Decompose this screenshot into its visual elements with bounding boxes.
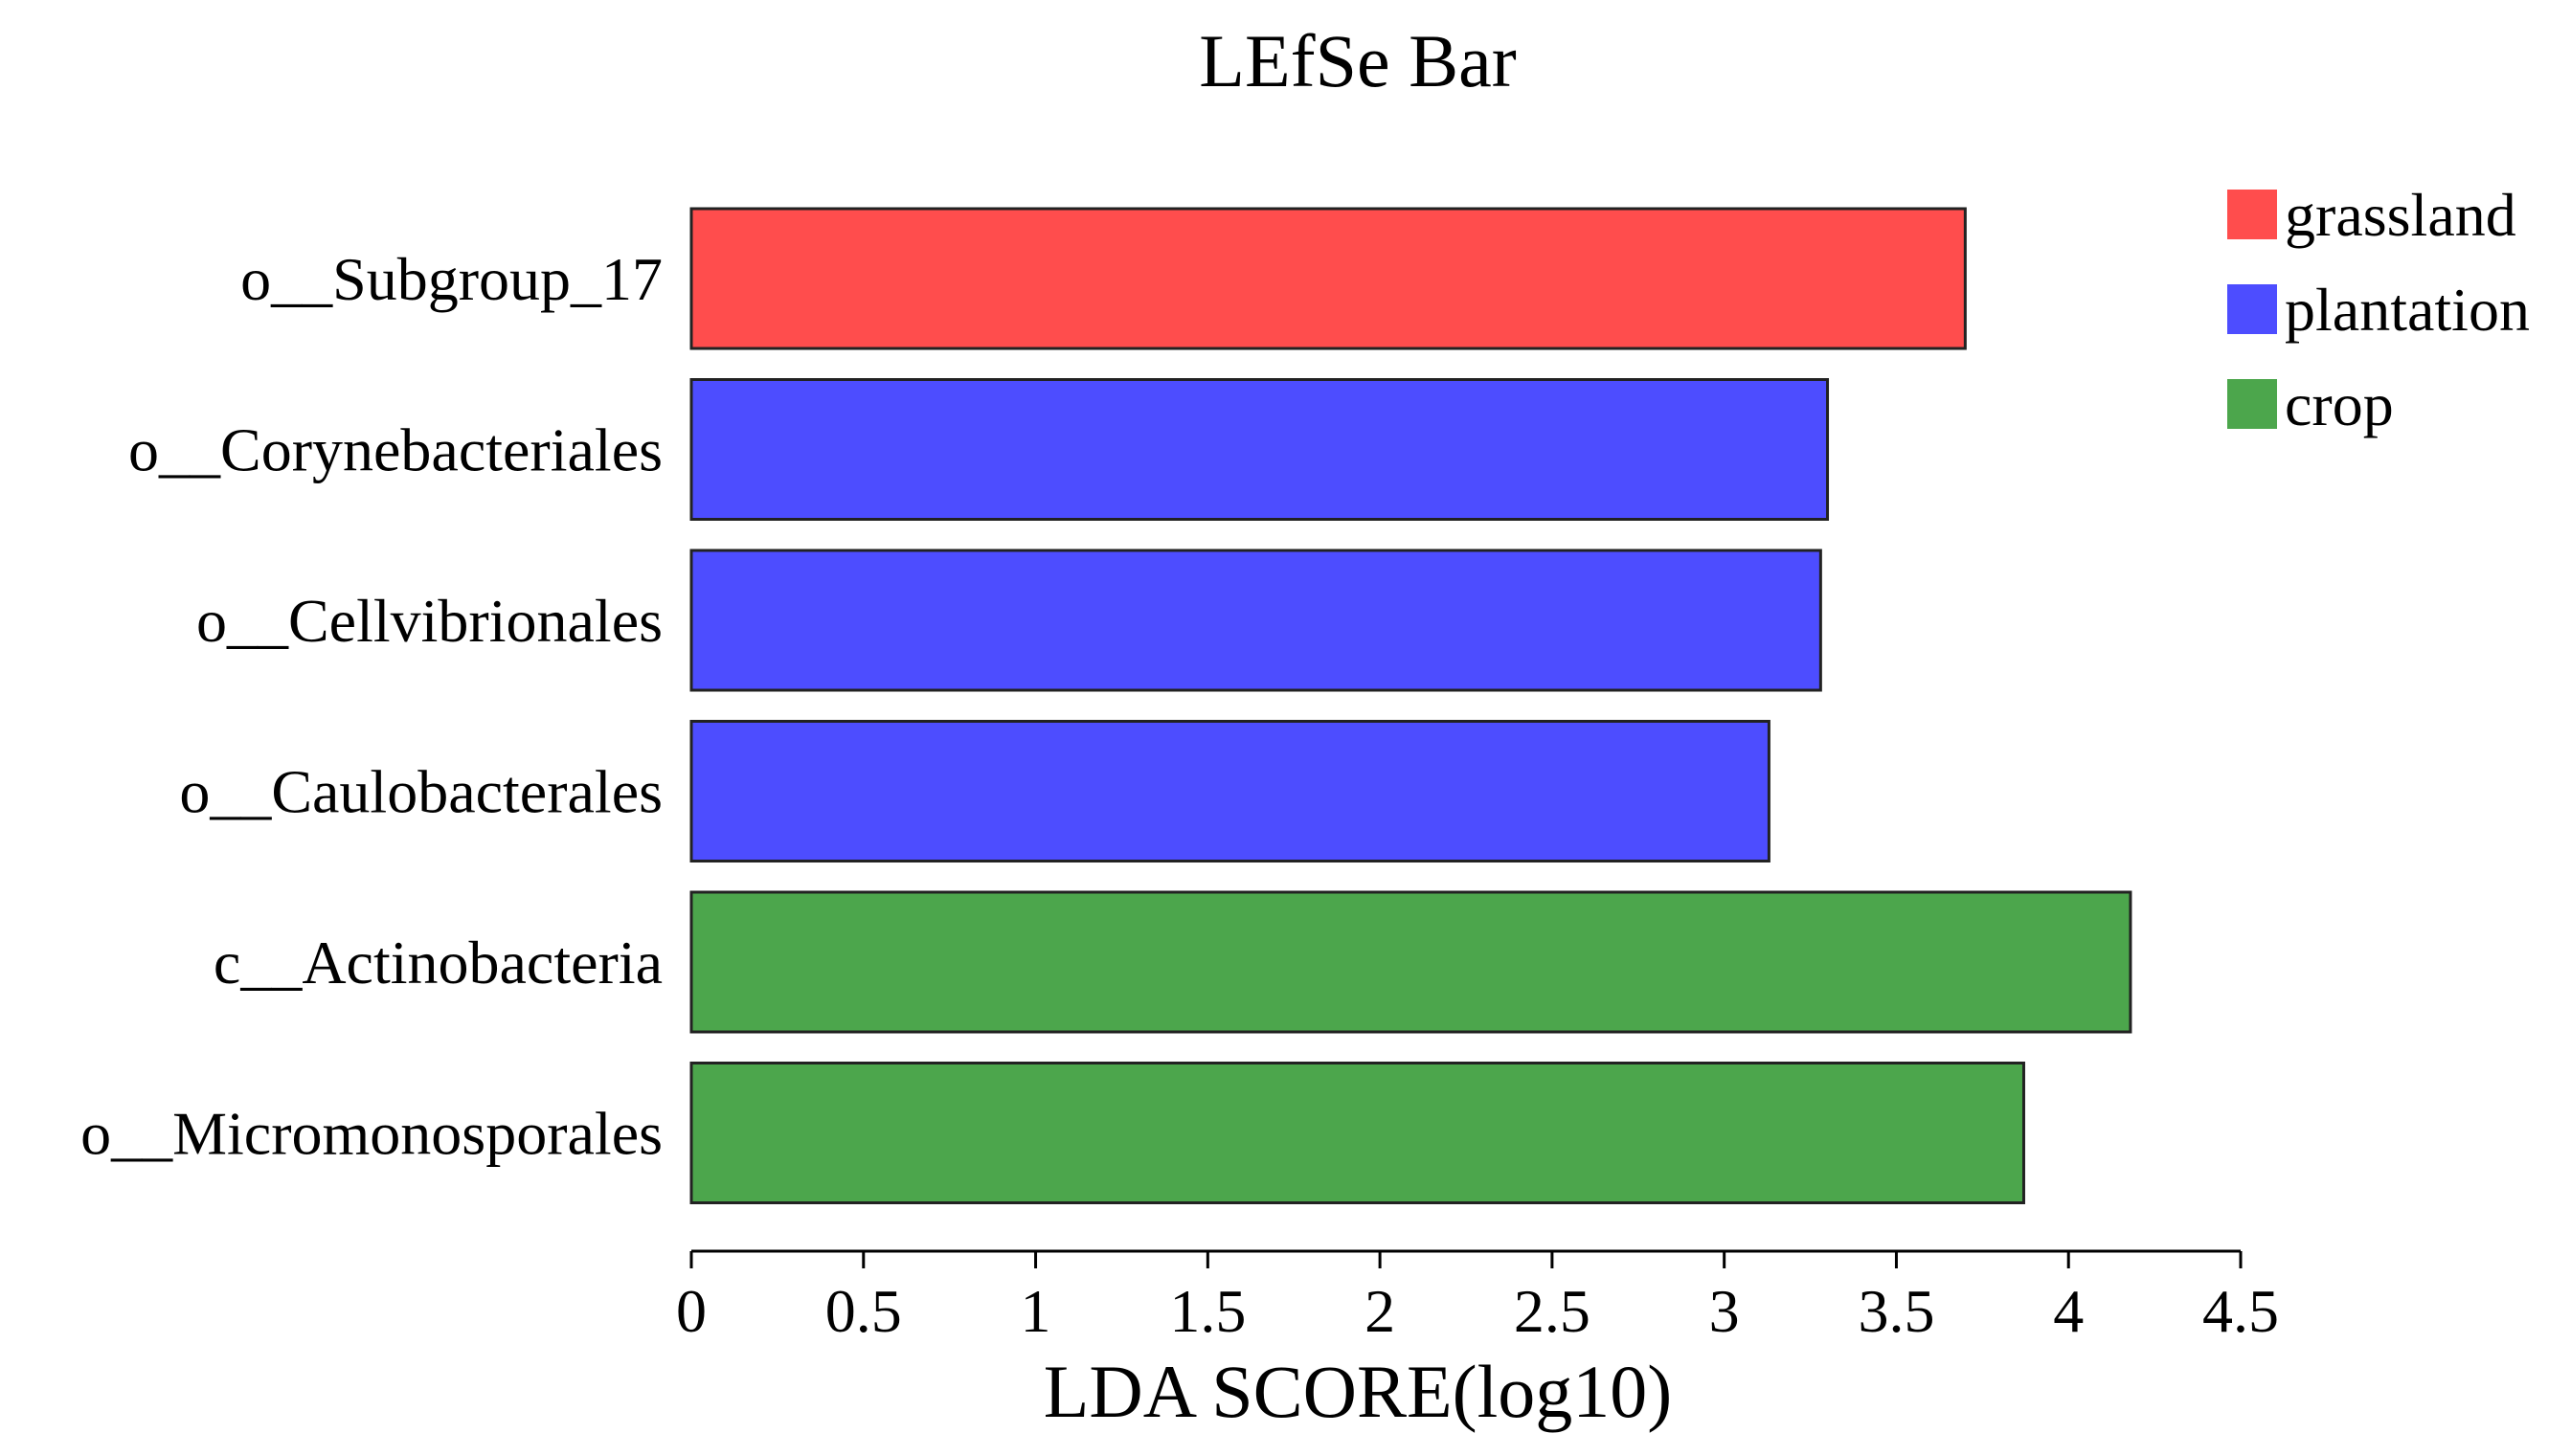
category-label: o__Subgroup_17	[240, 245, 663, 313]
bar-o__Caulobacterales	[689, 720, 1770, 862]
chart-title: LEfSe Bar	[1199, 19, 1516, 102]
category-label: o__Micromonosporales	[80, 1100, 663, 1168]
bars-layer	[689, 207, 2132, 1204]
x-tick-label: 3.5	[1858, 1277, 1934, 1345]
bar-o__Corynebacteriales	[689, 378, 1830, 521]
category-label: o__Cellvibrionales	[196, 587, 663, 655]
bar-c__Actinobacteria	[689, 890, 2132, 1034]
legend: grassland plantation crop	[2227, 181, 2530, 438]
x-tick-label: 0.5	[825, 1277, 902, 1345]
x-tick-label: 2.5	[1514, 1277, 1590, 1345]
legend-swatch-crop	[2227, 379, 2277, 429]
x-tick-label: 1	[1021, 1277, 1051, 1345]
x-tick-label: 3	[1709, 1277, 1740, 1345]
bar-o__Subgroup_17	[689, 207, 1967, 350]
category-label: c__Actinobacteria	[214, 929, 663, 997]
legend-swatch-plantation	[2227, 284, 2277, 334]
x-tick-label: 2	[1364, 1277, 1395, 1345]
x-tick-label: 4	[2053, 1277, 2084, 1345]
legend-label-plantation: plantation	[2285, 276, 2530, 344]
x-axis: 0 0.5 1 1.5 2 2.5 3 3.5 4 4.5	[676, 1249, 2279, 1345]
legend-swatch-grassland	[2227, 190, 2277, 239]
legend-label-crop: crop	[2285, 370, 2394, 438]
category-label: o__Corynebacteriales	[128, 416, 663, 484]
x-tick-label: 4.5	[2202, 1277, 2279, 1345]
legend-label-grassland: grassland	[2285, 181, 2516, 249]
category-labels: o__Subgroup_17 o__Corynebacteriales o__Cel…	[80, 245, 663, 1168]
category-label: o__Caulobacterales	[179, 758, 663, 826]
bar-o__Cellvibrionales	[689, 549, 1822, 692]
x-tick-label: 1.5	[1169, 1277, 1246, 1345]
x-tick-label: 0	[676, 1277, 707, 1345]
bar-o__Micromonosporales	[689, 1062, 2025, 1204]
x-axis-title: LDA SCORE(log10)	[1044, 1350, 1673, 1433]
